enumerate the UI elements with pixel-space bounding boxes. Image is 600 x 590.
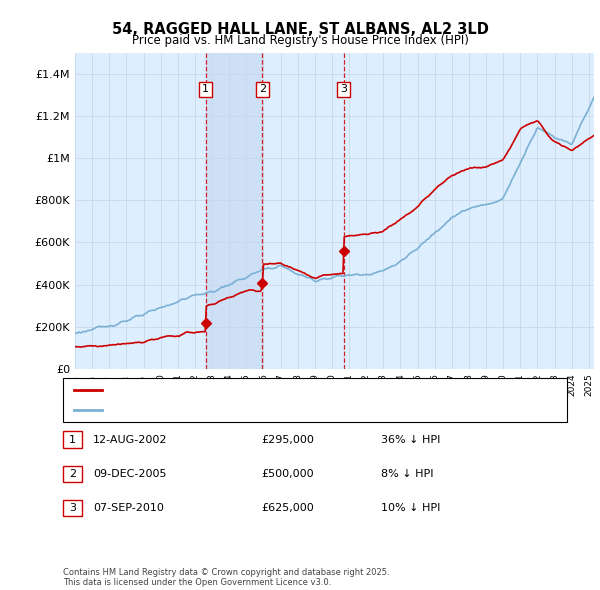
Text: 8% ↓ HPI: 8% ↓ HPI xyxy=(381,469,433,478)
Text: £295,000: £295,000 xyxy=(261,435,314,444)
Text: £625,000: £625,000 xyxy=(261,503,314,513)
Text: £500,000: £500,000 xyxy=(261,469,314,478)
Text: Price paid vs. HM Land Registry's House Price Index (HPI): Price paid vs. HM Land Registry's House … xyxy=(131,34,469,47)
Text: 07-SEP-2010: 07-SEP-2010 xyxy=(93,503,164,513)
Bar xyxy=(206,53,262,369)
Text: 2: 2 xyxy=(69,469,76,478)
Text: 1: 1 xyxy=(202,84,209,94)
Text: 36% ↓ HPI: 36% ↓ HPI xyxy=(381,435,440,444)
Text: 54, RAGGED HALL LANE, ST ALBANS, AL2 3LD (detached house): 54, RAGGED HALL LANE, ST ALBANS, AL2 3LD… xyxy=(109,385,429,395)
Text: 09-DEC-2005: 09-DEC-2005 xyxy=(93,469,167,478)
Text: Contains HM Land Registry data © Crown copyright and database right 2025.
This d: Contains HM Land Registry data © Crown c… xyxy=(63,568,389,587)
Text: 10% ↓ HPI: 10% ↓ HPI xyxy=(381,503,440,513)
Text: 3: 3 xyxy=(69,503,76,513)
Bar xyxy=(262,53,344,369)
Text: 54, RAGGED HALL LANE, ST ALBANS, AL2 3LD: 54, RAGGED HALL LANE, ST ALBANS, AL2 3LD xyxy=(112,22,488,37)
Text: HPI: Average price, detached house, St Albans: HPI: Average price, detached house, St A… xyxy=(109,405,341,415)
Text: 1: 1 xyxy=(69,435,76,444)
Text: 3: 3 xyxy=(340,84,347,94)
Text: 12-AUG-2002: 12-AUG-2002 xyxy=(93,435,167,444)
Text: 2: 2 xyxy=(259,84,266,94)
